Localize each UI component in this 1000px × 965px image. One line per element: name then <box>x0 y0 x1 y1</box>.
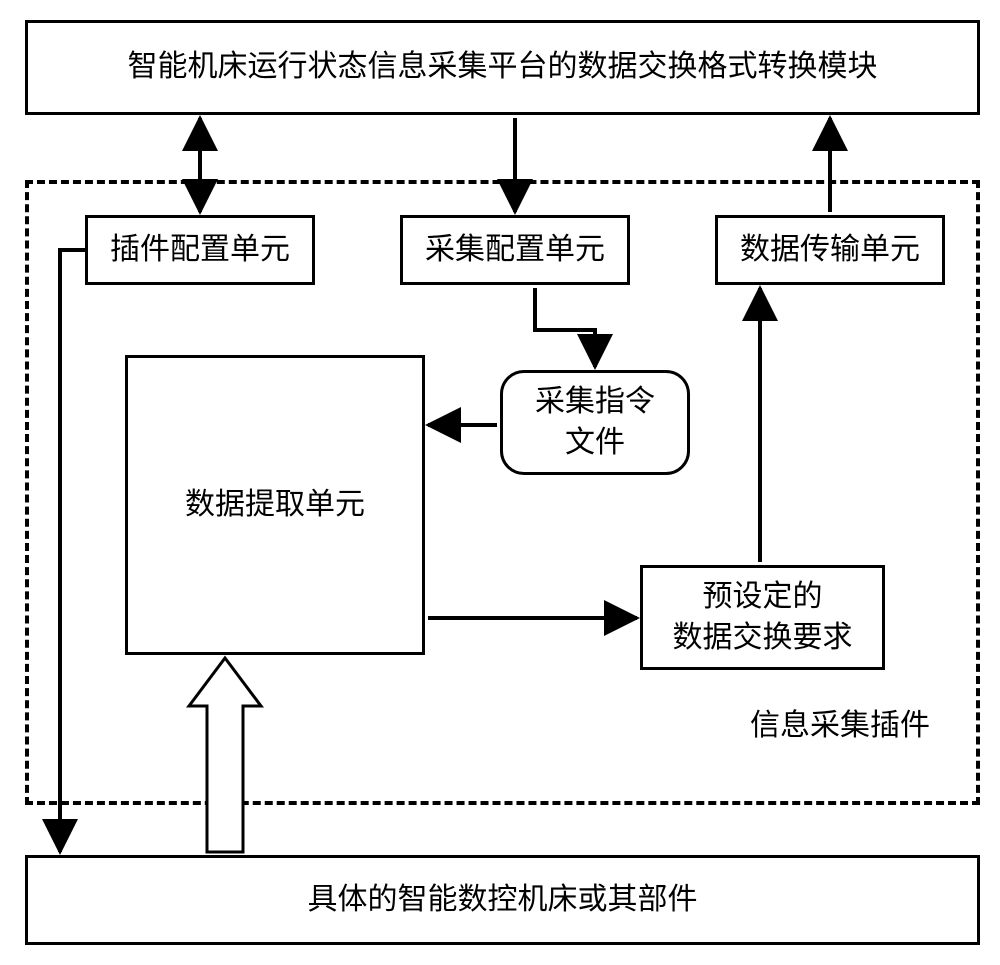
node-data-extract-label: 数据提取单元 <box>185 485 365 526</box>
node-collect-config: 采集配置单元 <box>400 215 630 285</box>
node-collect-cmd-file-label: 采集指令 文件 <box>535 382 655 463</box>
node-top-module-label: 智能机床运行状态信息采集平台的数据交换格式转换模块 <box>128 47 878 88</box>
group-label-text: 信息采集插件 <box>750 709 930 742</box>
node-plugin-config: 插件配置单元 <box>85 215 315 285</box>
node-top-module: 智能机床运行状态信息采集平台的数据交换格式转换模块 <box>25 20 980 115</box>
node-preset-exchange: 预设定的 数据交换要求 <box>640 565 885 670</box>
node-data-transfer-label: 数据传输单元 <box>740 230 920 271</box>
node-bottom-target: 具体的智能数控机床或其部件 <box>25 855 980 945</box>
node-preset-exchange-label: 预设定的 数据交换要求 <box>673 577 853 658</box>
node-data-transfer: 数据传输单元 <box>715 215 945 285</box>
node-data-extract: 数据提取单元 <box>125 355 425 655</box>
group-label: 信息采集插件 <box>750 700 930 744</box>
node-plugin-config-label: 插件配置单元 <box>110 230 290 271</box>
node-collect-cmd-file: 采集指令 文件 <box>500 370 690 475</box>
node-collect-config-label: 采集配置单元 <box>425 230 605 271</box>
node-bottom-target-label: 具体的智能数控机床或其部件 <box>308 880 698 921</box>
